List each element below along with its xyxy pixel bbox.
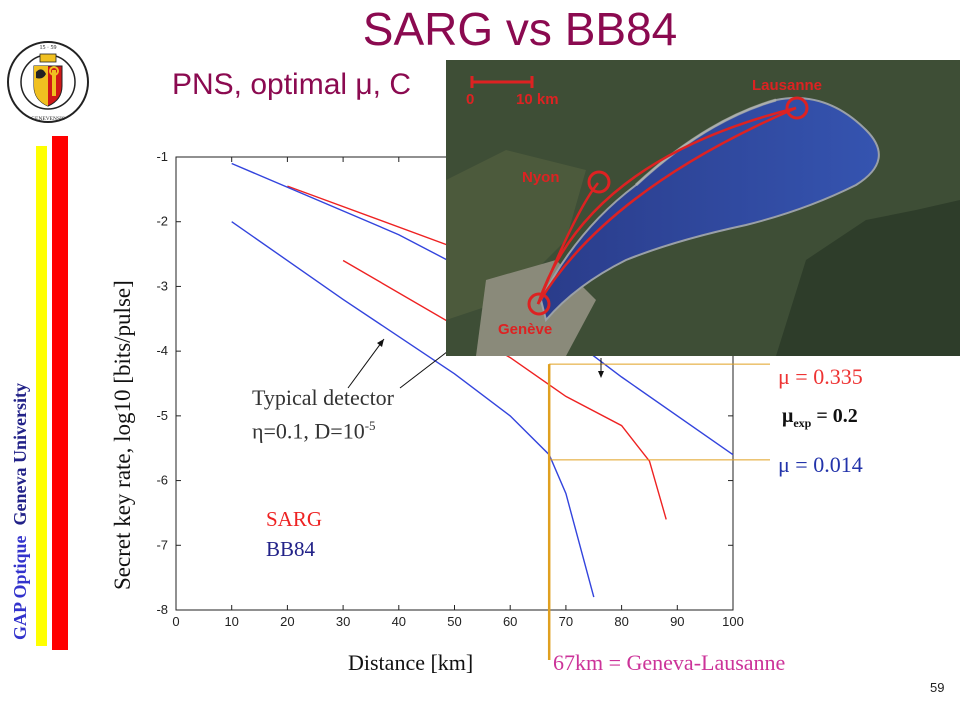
x-tick-label: 70 [559, 614, 573, 629]
y-tick-label: -5 [156, 408, 168, 423]
x-tick-label: 60 [503, 614, 517, 629]
svg-text:GENEVENSIS: GENEVENSIS [31, 116, 65, 122]
axis-ticks: 0 10 20 30 40 50 60 70 80 90 100 -1 -2 -3 -4 -5 -6 -7 -8 [156, 149, 743, 629]
detector-arrowhead-1 [377, 339, 384, 347]
detector-params-exponent: -5 [364, 418, 376, 433]
x-tick-label: 0 [172, 614, 179, 629]
y-tick-label: -3 [156, 278, 168, 293]
slide-subtitle: PNS, optimal μ, C [172, 68, 412, 101]
route-geneve-lausanne-south [536, 106, 797, 305]
slide-title: SARG vs BB84 [362, 3, 678, 55]
map-scale-label: 10 km [516, 91, 559, 108]
series-line-bb84-3 [231, 221, 595, 598]
map-marker-nyon [587, 170, 611, 194]
map-marker-geneve [527, 292, 551, 316]
x-tick-label: 100 [722, 614, 744, 629]
map-marker-lausanne [785, 96, 809, 120]
mu-exp-value: = 0.2 [811, 405, 858, 427]
satellite-map-image: 0 10 km Lausanne Nyon Genève [446, 60, 960, 356]
svg-text:15 · 59: 15 · 59 [40, 45, 57, 51]
y-axis-label: Secret key rate, log10 [bits/pulse] [110, 280, 135, 590]
x-tick-label: 40 [392, 614, 406, 629]
x-tick-label: 80 [614, 614, 628, 629]
mu-exp-label: μexp = 0.2 [782, 405, 858, 431]
detector-arrowhead-3 [598, 371, 604, 378]
map-label-lausanne: Lausanne [752, 77, 822, 94]
x-tick-label: 10 [224, 614, 238, 629]
marker-lines [547, 363, 770, 660]
y-tick-label: -8 [156, 602, 168, 617]
detector-arrow-1 [347, 338, 385, 389]
map-scale-zero: 0 [466, 91, 474, 108]
side-bar-yellow [36, 146, 47, 646]
map-hills [446, 150, 586, 320]
distance-note: 67km = Geneva-Lausanne [553, 650, 786, 675]
university-seal-logo: 15 · 59 GENEVENSIS [7, 41, 89, 123]
map-label-geneve: Genève [498, 321, 552, 338]
x-axis-label: Distance [km] [348, 650, 474, 675]
y-tick-label: -4 [156, 343, 168, 358]
detector-label: Typical detector [252, 385, 395, 410]
x-tick-label: 30 [336, 614, 350, 629]
y-tick-label: -6 [156, 473, 168, 488]
map-label-nyon: Nyon [522, 169, 560, 186]
legend-bb84: BB84 [266, 537, 316, 561]
y-tick-label: -1 [156, 149, 168, 164]
map-shore-north [634, 98, 777, 187]
mu-bb84-label: μ = 0.014 [778, 452, 863, 477]
y-tick-label: -7 [156, 537, 168, 552]
page-number: 59 [930, 680, 945, 695]
x-tick-label: 50 [447, 614, 461, 629]
detector-params-text: η=0.1, D=10 [252, 418, 365, 444]
x-tick-label: 90 [670, 614, 684, 629]
map-mountains [776, 200, 960, 356]
y-tick-label: -2 [156, 214, 168, 229]
side-bar-red [52, 136, 68, 650]
mu-exp-symbol: μ [782, 405, 794, 427]
legend-sarg: SARG [266, 507, 323, 531]
x-tick-label: 20 [280, 614, 294, 629]
mu-exp-subscript: exp [793, 416, 812, 430]
mu-sarg-label: μ = 0.335 [778, 364, 863, 389]
detector-params: η=0.1, D=10-5 [252, 418, 376, 444]
